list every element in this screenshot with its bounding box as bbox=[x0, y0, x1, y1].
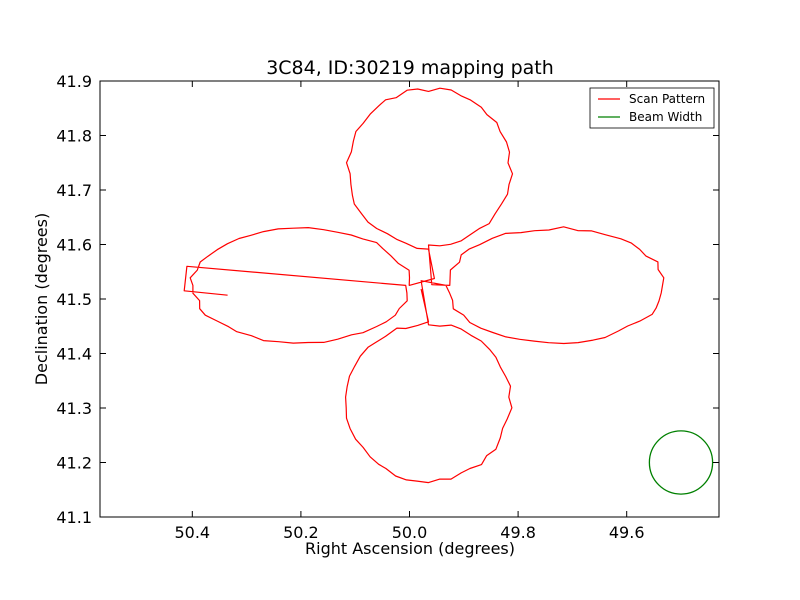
legend: Scan Pattern Beam Width bbox=[589, 87, 715, 129]
x-tick-label: 50.2 bbox=[283, 523, 319, 542]
x-tick-label: 50.0 bbox=[392, 523, 428, 542]
y-tick-label: 41.9 bbox=[56, 72, 92, 91]
x-tick-label: 49.8 bbox=[500, 523, 536, 542]
y-tick-label: 41.5 bbox=[56, 290, 92, 309]
x-tick-label: 50.4 bbox=[174, 523, 210, 542]
y-tick-label: 41.1 bbox=[56, 508, 92, 527]
y-tick-label: 41.6 bbox=[56, 236, 92, 255]
scan-pattern-series-line bbox=[183, 87, 665, 484]
legend-label-scan-pattern: Scan Pattern bbox=[629, 92, 705, 106]
y-tick-label: 41.3 bbox=[56, 399, 92, 418]
y-tick-label: 41.7 bbox=[56, 181, 92, 200]
legend-box bbox=[589, 87, 715, 129]
x-axis-ticks: 50.4 50.2 50.0 49.8 49.6 bbox=[174, 81, 645, 542]
y-axis-ticks: 41.1 41.2 41.3 41.4 41.5 41.6 41.7 41.8 41.9 bbox=[56, 72, 719, 527]
y-tick-label: 41.2 bbox=[56, 454, 92, 473]
y-tick-label: 41.4 bbox=[56, 345, 92, 364]
y-tick-label: 41.8 bbox=[56, 127, 92, 146]
x-tick-label: 49.6 bbox=[609, 523, 645, 542]
chart-title: 3C84, ID:30219 mapping path bbox=[266, 57, 554, 79]
legend-label-beam-width: Beam Width bbox=[629, 110, 702, 124]
y-axis-title: Declination (degrees) bbox=[32, 213, 51, 385]
beam-width-circle bbox=[648, 430, 714, 495]
x-axis-title: Right Ascension (degrees) bbox=[305, 539, 515, 558]
series-layer bbox=[183, 87, 714, 495]
